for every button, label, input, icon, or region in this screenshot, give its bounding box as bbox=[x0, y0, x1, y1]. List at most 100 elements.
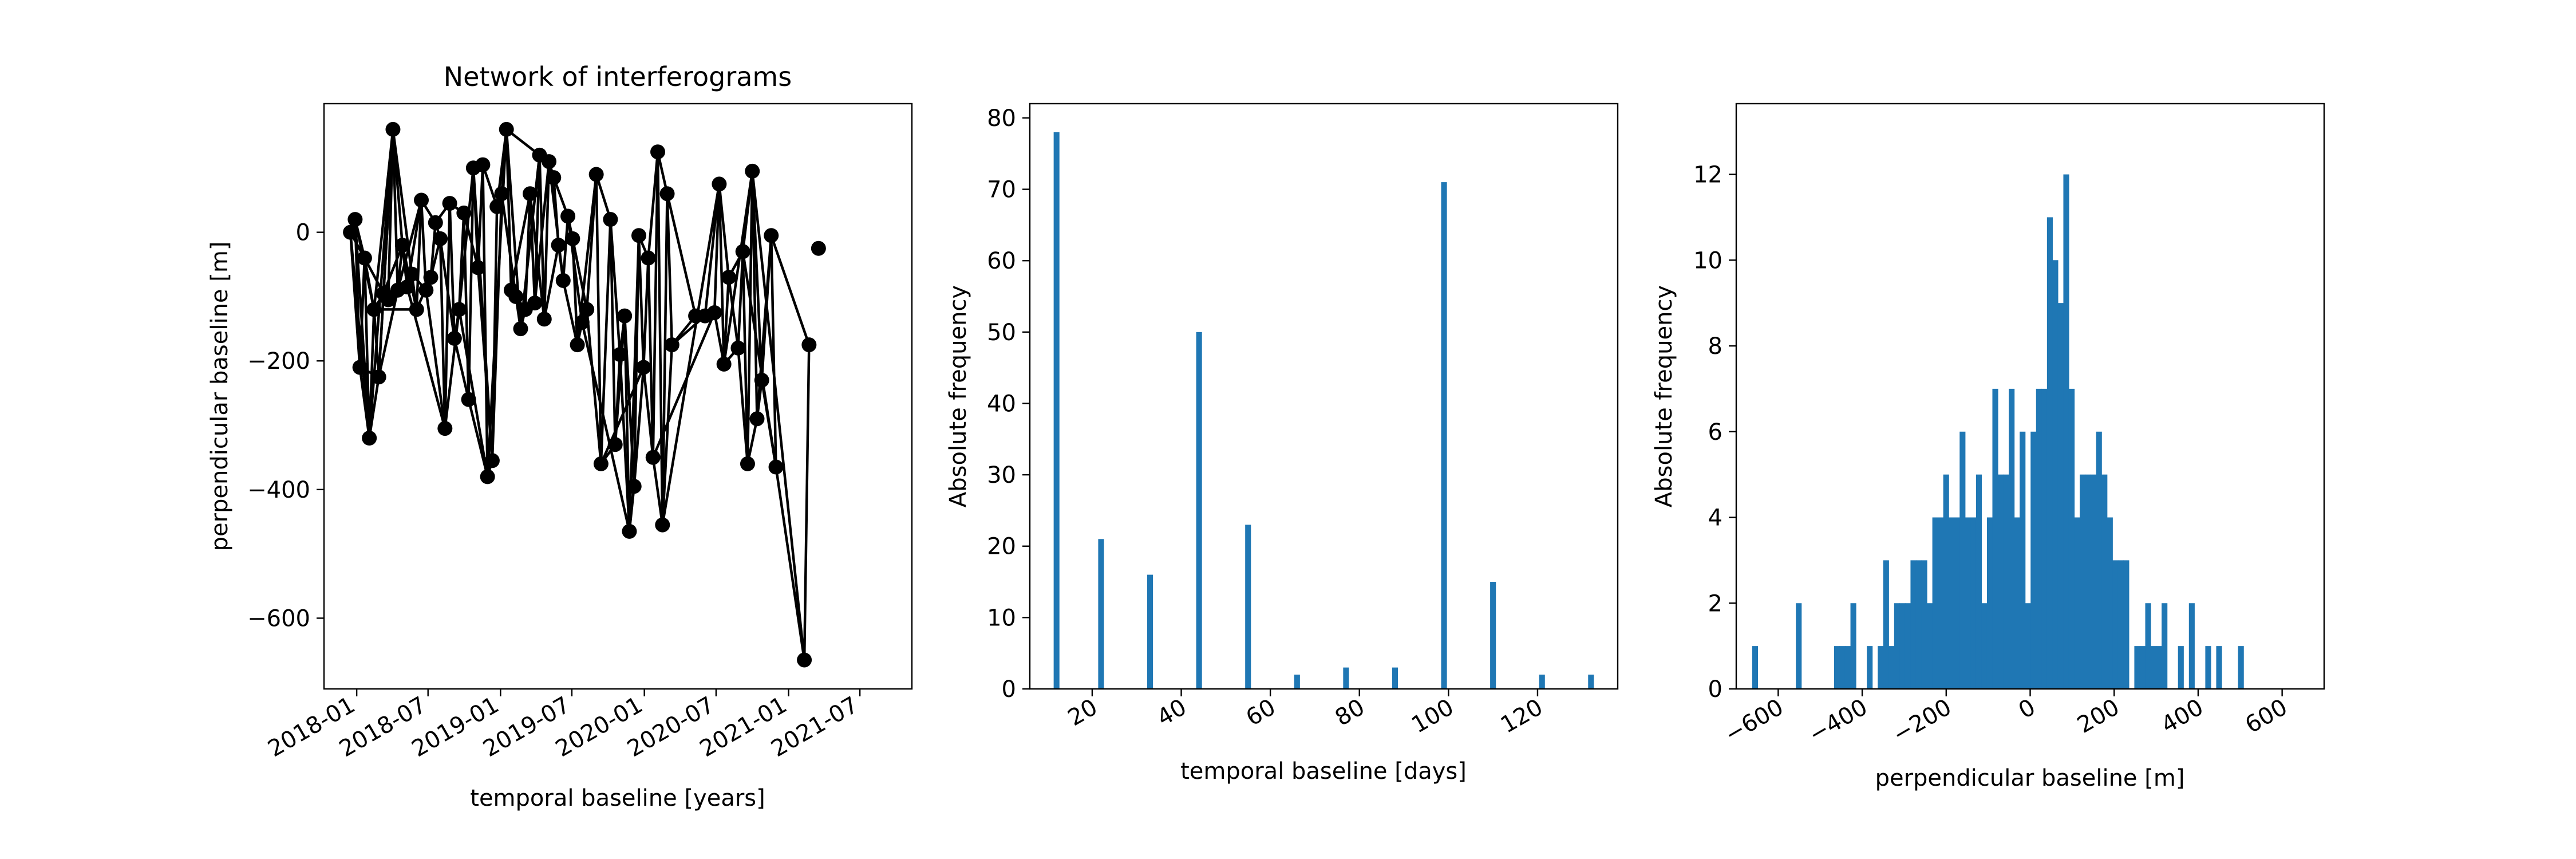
interferogram-line bbox=[746, 171, 754, 464]
perpendicular-bar bbox=[2117, 560, 2124, 689]
perpendicular-bar bbox=[1927, 603, 1933, 689]
acquisition-point bbox=[352, 360, 368, 375]
perpendicular-bar bbox=[1850, 603, 1856, 689]
acquisition-point bbox=[366, 302, 382, 317]
perpendicular-bar bbox=[2134, 646, 2140, 689]
acquisition-point bbox=[797, 652, 812, 668]
interferogram-line bbox=[457, 309, 489, 477]
interferogram-line bbox=[467, 168, 475, 400]
acquisition-point bbox=[560, 208, 576, 224]
network-x-axis-label: temporal baseline [years] bbox=[470, 785, 765, 811]
interferogram-line bbox=[633, 235, 641, 487]
interferogram-line bbox=[538, 155, 546, 320]
perpendicular-bar bbox=[2063, 174, 2069, 689]
interferogram-line bbox=[534, 155, 541, 304]
acquisition-point bbox=[641, 250, 656, 266]
interferogram-line bbox=[373, 309, 380, 377]
acquisition-point bbox=[447, 330, 462, 346]
acquisition-point bbox=[659, 186, 675, 202]
acquisition-point bbox=[740, 456, 755, 471]
perpendicular-bar bbox=[1943, 474, 1949, 689]
acquisition-point bbox=[513, 321, 528, 337]
perpendicular-bar bbox=[1883, 560, 1889, 689]
acquisition-point bbox=[456, 205, 472, 220]
interferogram-line bbox=[386, 129, 394, 300]
interferogram-line bbox=[803, 345, 811, 660]
perpendicular-bar bbox=[1844, 646, 1851, 689]
interferogram-line bbox=[746, 418, 758, 464]
interferogram-line bbox=[656, 152, 664, 525]
interferogram-line bbox=[661, 345, 674, 525]
perpendicular-bar bbox=[2123, 560, 2129, 689]
acquisition-point bbox=[385, 121, 401, 137]
interferogram-line bbox=[727, 277, 740, 349]
perpendicular-bar bbox=[2003, 474, 2009, 689]
perpendicular-bar bbox=[1834, 646, 1840, 689]
interferogram-line bbox=[609, 219, 622, 355]
perpendicular-bar bbox=[1954, 517, 1960, 689]
perpendicular-bar bbox=[1959, 431, 1966, 689]
acquisition-point bbox=[494, 186, 509, 202]
interferogram-line bbox=[722, 171, 754, 365]
interferogram-line bbox=[363, 258, 371, 439]
temporal-bar bbox=[1294, 675, 1300, 689]
perpendicular-bar bbox=[1899, 603, 1906, 689]
perpendicular-bar bbox=[1981, 603, 1988, 689]
acquisition-point bbox=[607, 437, 623, 452]
interferogram-line bbox=[463, 212, 470, 400]
interferogram-line bbox=[580, 322, 631, 532]
perpendicular-bar bbox=[1992, 388, 1998, 689]
interferogram-line bbox=[718, 184, 725, 364]
network-axes-frame bbox=[323, 103, 913, 690]
perpendicular-bar bbox=[2041, 388, 2048, 689]
acquisition-point bbox=[801, 337, 817, 353]
acquisition-point bbox=[650, 144, 666, 160]
interferogram-line bbox=[750, 171, 806, 660]
interferogram-line bbox=[775, 467, 806, 660]
perpendicular-histogram-x-axis-label: perpendicular baseline [m] bbox=[1875, 765, 2185, 791]
perpendicular-bar bbox=[2107, 517, 2113, 689]
acquisition-point bbox=[749, 411, 765, 427]
perpendicular-bar bbox=[2216, 646, 2222, 689]
perpendicular-bar bbox=[2162, 603, 2168, 689]
interferogram-line bbox=[661, 184, 721, 525]
perpendicular-bar bbox=[2009, 388, 2015, 689]
interferogram-line bbox=[770, 235, 777, 467]
perpendicular-bar bbox=[2238, 646, 2244, 689]
interferogram-line bbox=[651, 152, 659, 458]
perpendicular-bar bbox=[1970, 517, 1977, 689]
acquisition-point bbox=[593, 456, 609, 471]
perpendicular-bar bbox=[2091, 474, 2097, 689]
acquisition-point bbox=[636, 360, 651, 375]
interferogram-line bbox=[770, 235, 811, 345]
y-tick-label: −200 bbox=[247, 348, 310, 375]
interferogram-line bbox=[453, 338, 470, 400]
interferogram-line bbox=[651, 457, 664, 525]
interferogram-line bbox=[741, 251, 777, 467]
temporal-bar bbox=[1392, 667, 1398, 689]
perpendicular-bar bbox=[2025, 603, 2031, 689]
acquisition-point bbox=[371, 369, 386, 385]
y-tick-label: 2 bbox=[1708, 590, 1722, 617]
interferogram-line bbox=[363, 258, 376, 310]
perpendicular-bar bbox=[2178, 646, 2184, 689]
acquisition-point bbox=[768, 459, 784, 475]
interferogram-line bbox=[438, 238, 447, 429]
network-plot-area bbox=[343, 121, 826, 668]
acquisition-point bbox=[721, 270, 736, 285]
acquisition-point bbox=[645, 450, 661, 465]
perpendicular-bar bbox=[1986, 517, 1993, 689]
interferogram-line bbox=[457, 168, 475, 310]
acquisition-point bbox=[471, 260, 486, 275]
acquisition-point bbox=[437, 421, 453, 436]
y-tick-label: 30 bbox=[987, 462, 1016, 488]
perpendicular-bar bbox=[1965, 517, 1971, 689]
interferogram-line bbox=[571, 238, 588, 310]
perpendicular-bar bbox=[2020, 431, 2026, 689]
acquisition-point bbox=[508, 289, 524, 304]
interferogram-line bbox=[666, 194, 674, 345]
perpendicular-bar bbox=[1938, 517, 1944, 689]
y-tick-label: 70 bbox=[987, 177, 1016, 203]
acquisition-point bbox=[343, 224, 358, 240]
